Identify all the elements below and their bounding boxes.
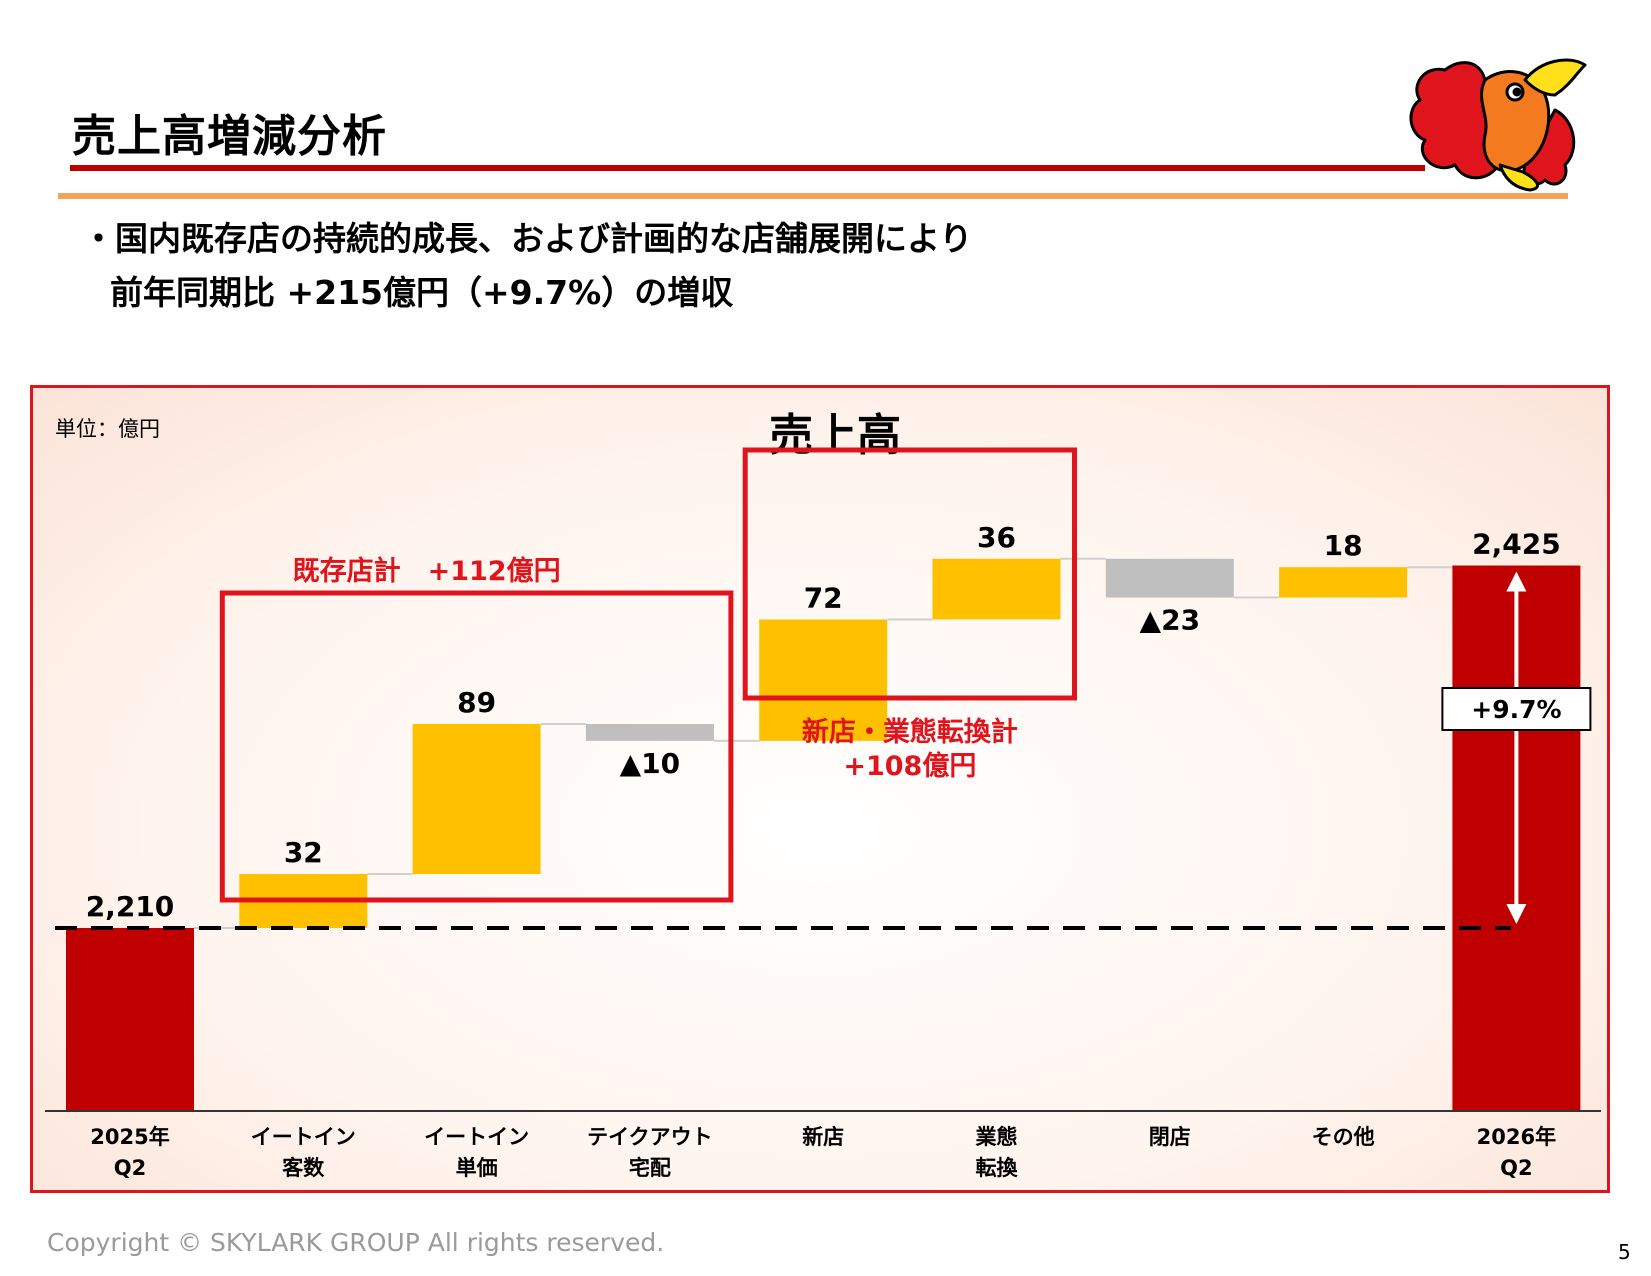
category-label-2-0: イートイン (424, 1125, 529, 1149)
summary-line-2: 前年同期比 +215億円（+9.7%）の増収 (110, 273, 734, 312)
category-label-7-0: その他 (1312, 1125, 1375, 1149)
category-label-4-0: 新店 (802, 1125, 844, 1149)
category-label-8-1: Q2 (1500, 1156, 1532, 1180)
existing-stores-total-annotation: 既存店計 +112億円 (293, 555, 561, 587)
page-number: 5 (1618, 1240, 1631, 1264)
title-underline (70, 165, 1425, 171)
category-label-5-0: 業態 (976, 1125, 1018, 1149)
value-label-group: 2,210 32 89 ▲10 72 36 ▲23 18 2,425 (86, 521, 1561, 923)
mascot-logo (1409, 58, 1587, 192)
growth-double-arrow (1506, 571, 1527, 924)
new-stores-highlight-box (742, 447, 1077, 701)
category-label-2-1: 単価 (456, 1156, 498, 1180)
category-label-3-0: テイクアウト (587, 1125, 713, 1149)
category-label-8-0: 2026年 (1477, 1125, 1556, 1149)
value-label-4: 72 (804, 581, 843, 614)
value-label-3: ▲10 (620, 747, 681, 780)
summary-line-1: ・国内既存店の持続的成長、および計画的な店舗展開により (82, 219, 973, 258)
bar-7 (1279, 567, 1408, 598)
bar-group (66, 558, 1581, 1111)
category-label-0-1: Q2 (114, 1156, 146, 1180)
waterfall-chart: 単位：億円 売上高 2,210 32 89 ▲10 72 36 ▲23 18 2,425 202… (45, 410, 1601, 1180)
unit-label: 単位：億円 (55, 417, 160, 441)
value-label-0: 2,210 (86, 890, 175, 923)
growth-arrow-head-up (1506, 571, 1527, 592)
value-label-8: 2,425 (1472, 528, 1561, 561)
value-label-1: 32 (284, 836, 323, 869)
new-stores-total-annotation-line1: 新店・業態転換計 (802, 716, 1018, 748)
bar-6 (1105, 558, 1234, 598)
value-label-2: 89 (457, 686, 496, 719)
chart-panel: 単位：億円 売上高 2,210 32 89 ▲10 72 36 ▲23 18 2,425 202… (30, 385, 1610, 1193)
category-label-0-0: 2025年 (90, 1125, 169, 1149)
growth-arrow-head-down (1506, 904, 1527, 924)
summary-bullet: ・国内既存店の持続的成長、および計画的な店舗展開により 前年同期比 +215億円… (82, 212, 972, 320)
value-label-7: 18 (1324, 529, 1363, 562)
bar-5 (932, 558, 1061, 620)
chart-title: 売上高 (769, 410, 901, 461)
bar-4 (759, 619, 888, 741)
category-label-3-1: 宅配 (629, 1156, 671, 1180)
value-label-5: 36 (977, 521, 1016, 554)
category-label-5-1: 転換 (976, 1156, 1019, 1180)
growth-rate-box (1441, 687, 1592, 731)
category-label-1-1: 客数 (282, 1156, 325, 1180)
category-label-1-0: イートイン (251, 1125, 356, 1149)
copyright-notice: Copyright © SKYLARK GROUP All rights res… (47, 1228, 665, 1257)
value-label-6: ▲23 (1140, 604, 1201, 637)
growth-rate-label: +9.7% (1471, 695, 1561, 724)
page-title: 売上高増減分析 (72, 111, 387, 162)
bar-3 (585, 723, 714, 741)
existing-stores-highlight-box (219, 590, 734, 903)
header-divider (58, 193, 1568, 199)
bar-0 (66, 928, 194, 1111)
bar-2 (412, 723, 541, 875)
category-label-6-0: 閉店 (1149, 1125, 1191, 1149)
new-stores-total-annotation-line2: +108億円 (843, 751, 976, 782)
